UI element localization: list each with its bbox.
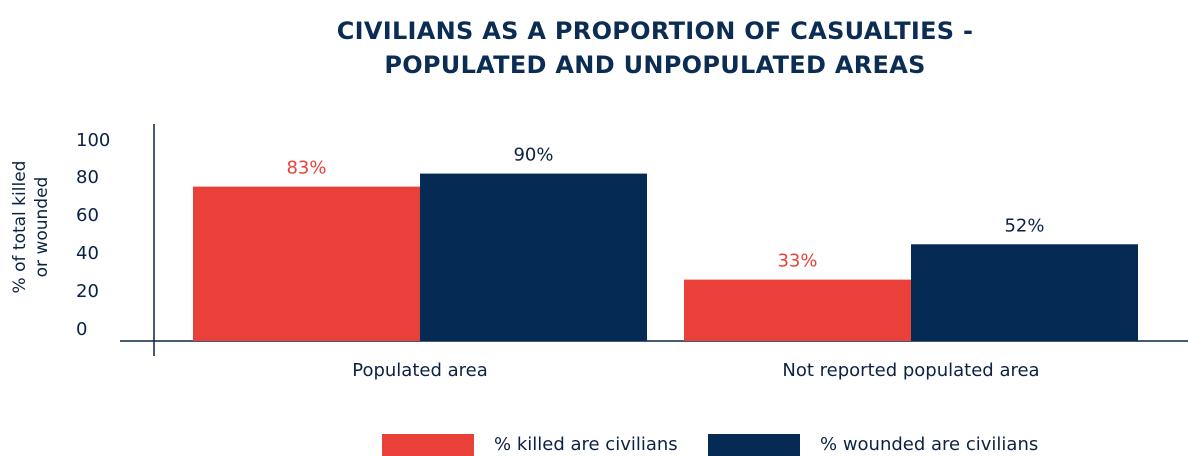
chart-title: CIVILIANS AS A PROPORTION OF CASUALTIES … [290, 14, 1020, 82]
y-tick-label: 40 [76, 243, 99, 264]
legend-swatch-killed [382, 434, 474, 456]
y-axis-label-line-2: or wounded [32, 177, 52, 278]
legend-swatch-wounded [708, 434, 800, 456]
y-tick-label: 80 [76, 167, 99, 188]
legend-item-killed: % killed are civilians [382, 434, 678, 456]
bar-killed-0 [193, 186, 420, 341]
y-tick-label: 100 [76, 130, 110, 151]
data-label-wounded-1: 52% [1004, 215, 1044, 236]
y-tick-label: 60 [76, 205, 99, 226]
chart-title-line-2: POPULATED AND UNPOPULATED AREAS [384, 51, 926, 79]
data-label-killed-0: 83% [286, 158, 326, 179]
bar-wounded-0 [420, 173, 647, 341]
legend-item-wounded: % wounded are civilians [708, 434, 1038, 456]
legend-label-wounded: % wounded are civilians [820, 434, 1039, 455]
bar-killed-1 [684, 279, 911, 341]
x-category-label: Not reported populated area [782, 360, 1039, 381]
y-axis-label-line-1: % of total killed [10, 161, 30, 294]
bar-wounded-1 [911, 244, 1138, 341]
chart-title-line-1: CIVILIANS AS A PROPORTION OF CASUALTIES … [336, 17, 974, 45]
y-tick-label: 0 [76, 319, 87, 340]
data-label-killed-1: 33% [777, 251, 817, 272]
x-category-label: Populated area [352, 360, 488, 381]
data-label-wounded-0: 90% [513, 145, 553, 166]
legend-label-killed: % killed are civilians [494, 434, 678, 455]
bar-chart: 0 20 40 60 80 100 % of total killed or wounded 8… [10, 124, 1188, 381]
y-tick-label: 20 [76, 281, 99, 302]
